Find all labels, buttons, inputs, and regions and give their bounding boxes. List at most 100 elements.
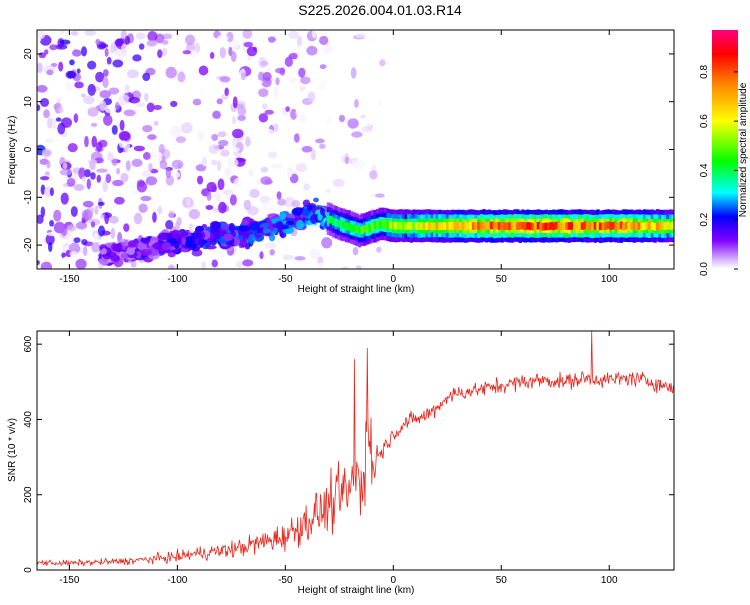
heatmap-band-cell xyxy=(228,222,236,233)
heatmap-band-cell xyxy=(126,246,136,256)
heatmap-noise-cell xyxy=(218,201,227,214)
heatmap-ridge-cell xyxy=(420,222,424,230)
colorbar-tick-label: 0.4 xyxy=(699,163,710,177)
heatmap-noise-cell xyxy=(237,115,246,122)
heatmap-noise-cell xyxy=(299,113,307,123)
heatmap-ridge-cell xyxy=(422,222,427,231)
heatmap-band-cell xyxy=(238,238,248,248)
heatmap-noise-cell xyxy=(365,49,372,61)
heatmap-ridge-cell xyxy=(331,217,336,226)
heatmap-noise-cell xyxy=(112,179,124,187)
heatmap-noise-cell xyxy=(311,30,318,39)
heatmap-noise-cell xyxy=(146,39,157,47)
heatmap-ridge-cell xyxy=(544,222,548,231)
heatmap-noise-cell xyxy=(322,80,327,86)
colorbar-tick-label: 0.0 xyxy=(699,262,710,276)
colorbar: 0.0 0.2 0.4 0.6 0.8 Normalized spectral ampl… xyxy=(699,30,749,276)
heatmap-noise-cell xyxy=(171,159,184,170)
heatmap-ridge-cell xyxy=(492,221,497,230)
heatmap-noise-cell xyxy=(61,252,67,258)
heatmap-ridge-cell xyxy=(593,221,598,230)
heatmap-ridge-cell xyxy=(495,221,499,230)
heatmap-noise-cell xyxy=(118,140,128,149)
heatmap-noise-cell xyxy=(44,49,49,55)
heatmap-ridge-cell xyxy=(347,223,351,231)
heatmap-noise-cell xyxy=(216,98,223,105)
heatmap-ridge-cell xyxy=(523,222,528,231)
heatmap-ridge-cell xyxy=(433,222,437,231)
heatmap-noise-cell xyxy=(132,54,142,62)
heatmap-noise-cell xyxy=(209,52,215,60)
heatmap-noise-cell xyxy=(157,206,163,215)
heatmap-ridge-cell xyxy=(360,226,364,234)
heatmap-noise-cell xyxy=(163,96,169,107)
heatmap-noise-cell xyxy=(264,109,274,115)
heatmap-noise-cell xyxy=(73,183,85,191)
heatmap-ridge-cell xyxy=(562,222,567,231)
heatmap-noise-cell xyxy=(352,247,359,256)
snr-x-tick-label: 50 xyxy=(496,575,508,586)
heatmap-ridge-cell xyxy=(637,222,642,230)
heatmap-noise-cell xyxy=(242,259,254,267)
heatmap-band-cell xyxy=(101,248,107,255)
heatmap-noise-cell xyxy=(123,109,136,117)
heatmap-noise-cell xyxy=(270,163,283,169)
heatmap-noise-cell xyxy=(214,191,221,202)
heatmap-ridge-cell xyxy=(383,220,388,229)
heatmap-band-cell xyxy=(157,232,169,241)
heatmap-ridge-cell xyxy=(521,221,525,230)
heatmap-noise-cell xyxy=(218,139,229,147)
snr-y-tick-label: 200 xyxy=(23,486,34,503)
heatmap-noise-cell xyxy=(44,138,55,144)
heatmap-noise-cell xyxy=(196,175,204,185)
heatmap-ridge-cell xyxy=(622,223,626,231)
heatmap-noise-cell xyxy=(242,30,253,39)
heatmap-noise-cell xyxy=(280,264,286,269)
heatmap-band-cell xyxy=(127,240,137,248)
heatmap-ridge-cell xyxy=(386,221,390,229)
snr-series-line xyxy=(37,331,674,567)
heatmap-noise-cell xyxy=(66,178,76,187)
heatmap-noise-cell xyxy=(133,212,143,225)
heatmap-noise-cell xyxy=(202,156,207,167)
heatmap-ridge-cell xyxy=(407,221,411,230)
heatmap-noise-cell xyxy=(285,106,290,112)
heatmap-noise-cell xyxy=(361,125,373,133)
snr-x-label: Height of straight line (km) xyxy=(298,585,415,596)
heatmap-ridge-cell xyxy=(363,224,367,233)
heatmap-ridge-cell xyxy=(583,221,587,230)
heatmap-noise-cell xyxy=(37,62,43,74)
heatmap-noise-cell xyxy=(82,200,94,208)
heatmap-noise-cell xyxy=(232,128,244,139)
heatmap-ridge-cell xyxy=(513,221,517,230)
heatmap-band-cell xyxy=(211,221,222,229)
heatmap-noise-cell xyxy=(38,30,46,39)
heatmap-noise-cell xyxy=(104,212,110,225)
heatmap-noise-cell xyxy=(325,188,331,194)
heatmap-noise-cell xyxy=(43,109,50,119)
heatmap-noise-cell xyxy=(98,225,106,237)
heatmap-noise-cell xyxy=(369,170,378,180)
heatmap-ridge-cell xyxy=(412,221,416,230)
heatmap-noise-cell xyxy=(65,82,73,92)
heatmap-noise-cell xyxy=(229,39,239,49)
heatmap-noise-cell xyxy=(344,156,350,165)
heatmap-noise-cell xyxy=(49,44,58,51)
heatmap-noise-cell xyxy=(355,58,365,70)
heatmap-ridge-cell xyxy=(388,221,393,229)
heatmap-ridge-cell xyxy=(580,222,585,230)
heatmap-noise-cell xyxy=(319,64,327,70)
heatmap-noise-cell xyxy=(135,32,146,40)
heatmap-noise-cell xyxy=(377,100,383,107)
heatmap-noise-cell xyxy=(133,145,145,152)
heatmap-noise-cell xyxy=(102,69,109,77)
heatmap-noise-cell xyxy=(115,101,120,110)
heatmap-noise-cell xyxy=(217,66,226,71)
heatmap-noise-cell xyxy=(67,142,78,153)
heatmap-noise-cell xyxy=(72,49,82,57)
heatmap-noise-cell xyxy=(217,178,225,191)
heatmap-noise-cell xyxy=(201,261,207,269)
heatmap-noise-cell xyxy=(142,152,151,160)
heatmap-noise-cell xyxy=(278,176,289,188)
heatmap-ridge-cell xyxy=(497,222,502,230)
